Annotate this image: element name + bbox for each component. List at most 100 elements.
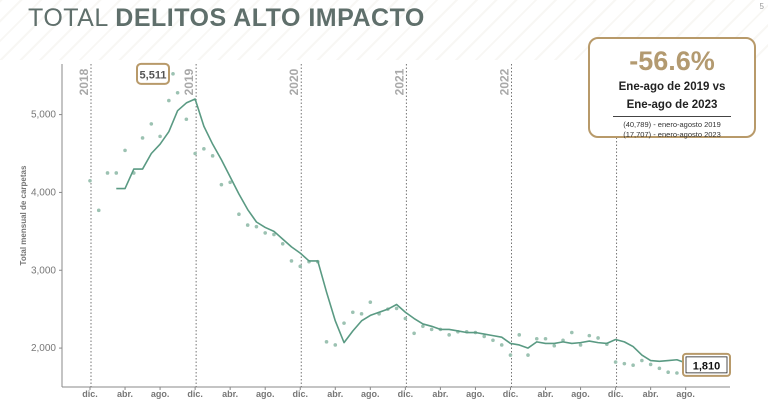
x-tick-label: abr. — [643, 389, 659, 399]
monthly-point — [429, 327, 434, 332]
summary-note-2019: (40,789) - enero-agosto 2019 — [623, 120, 721, 129]
monthly-point — [657, 366, 662, 371]
monthly-point — [491, 338, 495, 343]
x-tick-label: ago. — [361, 389, 380, 399]
monthly-point — [412, 331, 416, 336]
peak-annotation-box — [136, 62, 170, 85]
monthly-point — [123, 148, 127, 153]
percent-change: -56.6% — [629, 46, 715, 76]
comparison-line-1: Ene-ago de 2019 vs — [618, 81, 726, 93]
monthly-point — [175, 90, 180, 95]
comparison-line-2: Ene-ago de 2023 — [626, 99, 718, 111]
monthly-point — [570, 330, 574, 335]
y-axis-title: Total mensual de carpetas — [19, 165, 28, 265]
monthly-point — [526, 353, 530, 357]
monthly-point — [648, 362, 653, 367]
x-tick-label: abr. — [432, 389, 448, 399]
monthly-point — [622, 361, 627, 366]
monthly-point — [666, 370, 670, 375]
page-title: TOTAL DELITOS ALTO IMPACTO — [28, 4, 425, 33]
year-label: 2022 — [497, 68, 511, 95]
monthly-point — [96, 208, 101, 213]
x-tick-label: ago. — [466, 389, 485, 399]
monthly-point — [245, 223, 250, 227]
y-tick-label: 3,000 — [31, 265, 56, 276]
monthly-point — [517, 333, 522, 337]
monthly-point — [140, 136, 145, 140]
monthly-point — [394, 306, 399, 311]
monthly-point — [184, 117, 189, 122]
x-tick-label: dic. — [503, 389, 519, 399]
monthly-point — [280, 241, 285, 246]
monthly-point — [202, 147, 206, 151]
year-label: 2018 — [77, 68, 91, 95]
summary-divider — [613, 116, 731, 117]
monthly-point — [561, 338, 565, 343]
monthly-point — [228, 180, 232, 185]
monthly-point — [333, 343, 338, 347]
x-tick-label: dic. — [398, 389, 414, 399]
x-tick-label: dic. — [187, 389, 203, 399]
y-tick-label: 5,000 — [31, 110, 56, 121]
trend-line — [116, 98, 704, 370]
x-tick-label: abr. — [117, 389, 133, 399]
monthly-point — [421, 324, 425, 329]
monthly-point — [342, 321, 346, 325]
monthly-point — [193, 151, 197, 156]
x-tick-label: ago. — [571, 389, 590, 399]
y-tick-label: 4,000 — [31, 187, 56, 198]
year-label: 2019 — [182, 68, 196, 95]
monthly-point — [105, 171, 110, 175]
y-tick-label: 2,000 — [31, 343, 56, 354]
monthly-point — [508, 353, 513, 357]
monthly-point — [298, 264, 303, 269]
title-bold: DELITOS ALTO IMPACTO — [115, 4, 425, 32]
monthly-point — [613, 360, 618, 364]
monthly-point — [534, 336, 539, 341]
monthly-point — [237, 212, 241, 217]
peak-annotation-label: 5,511 — [140, 69, 167, 81]
year-label: 2021 — [392, 68, 406, 95]
monthly-point — [552, 343, 557, 348]
monthly-point — [158, 134, 162, 139]
monthly-point — [351, 310, 355, 315]
x-tick-label: dic. — [82, 389, 98, 399]
monthly-point — [447, 333, 451, 337]
monthly-point — [368, 300, 373, 304]
monthly-point — [403, 316, 408, 321]
monthly-point — [88, 178, 92, 183]
latest-annotation-inner — [685, 356, 728, 374]
monthly-point — [324, 340, 329, 344]
monthly-point — [219, 182, 224, 187]
monthly-point — [289, 259, 294, 263]
monthly-point — [578, 343, 583, 347]
summary-box: -56.6% Ene-ago de 2019 vs Ene-ago de 202… — [588, 37, 756, 139]
x-tick-label: dic. — [292, 389, 308, 399]
monthly-point — [640, 358, 644, 363]
monthly-point — [359, 312, 364, 316]
monthly-point — [167, 98, 171, 103]
x-tick-label: ago. — [676, 389, 695, 399]
monthly-point — [631, 363, 635, 368]
title-light: TOTAL — [28, 4, 116, 32]
x-tick-label: abr. — [327, 389, 343, 399]
monthly-point — [272, 232, 276, 237]
monthly-point — [543, 336, 548, 341]
monthly-point — [675, 371, 679, 375]
x-tick-label: abr. — [222, 389, 238, 399]
monthly-point — [254, 224, 259, 229]
monthly-point — [149, 122, 154, 126]
latest-annotation-label: 1,810 — [693, 360, 721, 372]
monthly-point — [596, 336, 600, 340]
monthly-point — [263, 231, 268, 235]
x-tick-label: ago. — [256, 389, 275, 399]
year-label: 2020 — [287, 68, 301, 95]
x-tick-label: abr. — [538, 389, 554, 399]
monthly-point — [587, 333, 592, 338]
monthly-point — [482, 334, 487, 339]
x-tick-label: ago. — [151, 389, 170, 399]
peak-point — [171, 72, 175, 76]
monthly-point — [499, 343, 504, 347]
monthly-point — [114, 171, 119, 175]
